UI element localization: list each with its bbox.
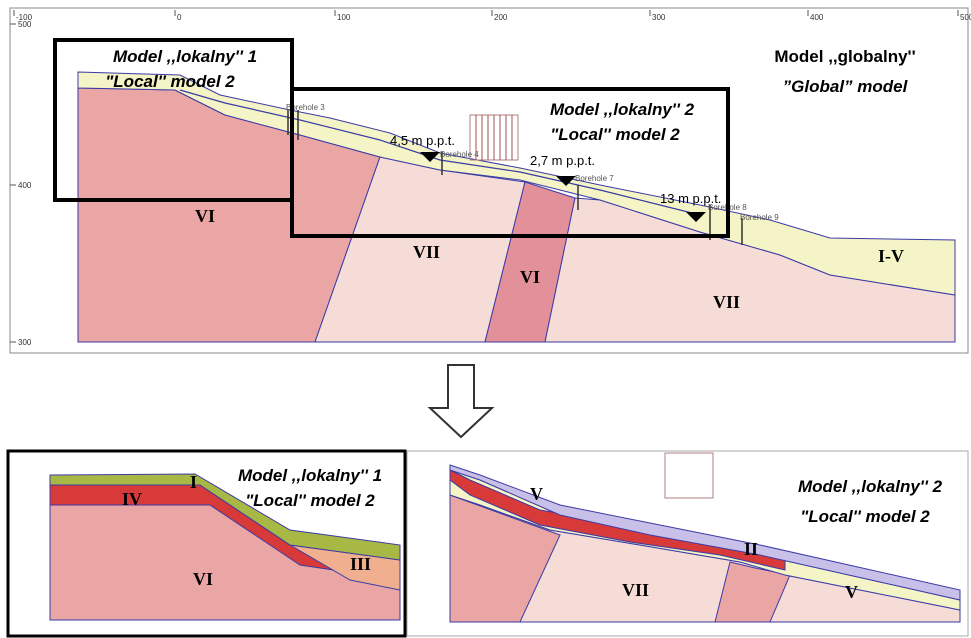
label: Model ,,lokalny'' 2: [550, 100, 695, 119]
ruler-label: 300: [18, 338, 32, 347]
label: ”Global” model: [783, 77, 909, 96]
ruler-label: 0: [177, 13, 182, 22]
borehole-label: Borehole 7: [575, 174, 614, 183]
water-level: 2,7 m p.p.t.: [530, 153, 595, 168]
label: "Local'' model 2: [800, 507, 930, 526]
layer-label: VI: [520, 267, 540, 287]
ruler-label: 100: [337, 13, 351, 22]
label: "Local'' model 2: [105, 72, 235, 91]
label: Model ,,lokalny'' 1: [113, 47, 257, 66]
borehole-label: Borehole 4: [440, 150, 479, 159]
water-level: 4,5 m p.p.t.: [390, 133, 455, 148]
figure: -1000100200300400500500400300 Borehole 3…: [0, 0, 971, 638]
ruler-label: 500: [18, 20, 32, 29]
layer-label: III: [350, 554, 371, 574]
ruler-label: 200: [494, 13, 508, 22]
layer-label: VII: [622, 580, 649, 600]
label: Model ,,lokalny'' 2: [798, 477, 943, 496]
layer-label: VII: [413, 242, 440, 262]
ruler-label: 400: [810, 13, 824, 22]
layer-label: VI: [195, 206, 215, 226]
layer-label: I: [190, 472, 197, 492]
layer-label: II: [744, 539, 758, 559]
label: Model ,,globalny'': [774, 47, 915, 66]
borehole-label: Borehole 9: [740, 213, 779, 222]
layer-label: V: [845, 582, 858, 602]
label: "Local'' model 2: [550, 125, 680, 144]
layer-label: V: [530, 484, 543, 504]
layer-label: VI: [193, 569, 213, 589]
layer-label: VII: [713, 292, 740, 312]
ruler-label: 400: [18, 181, 32, 190]
ruler-label: 500: [960, 13, 971, 22]
layer-label: I-V: [878, 246, 904, 266]
ruler-label: 300: [652, 13, 666, 22]
label: "Local'' model 2: [245, 491, 375, 510]
layer-label: IV: [122, 489, 142, 509]
label: Model ,,lokalny'' 1: [238, 466, 382, 485]
water-level: 13 m p.p.t.: [660, 191, 721, 206]
down-arrow: [430, 365, 492, 437]
